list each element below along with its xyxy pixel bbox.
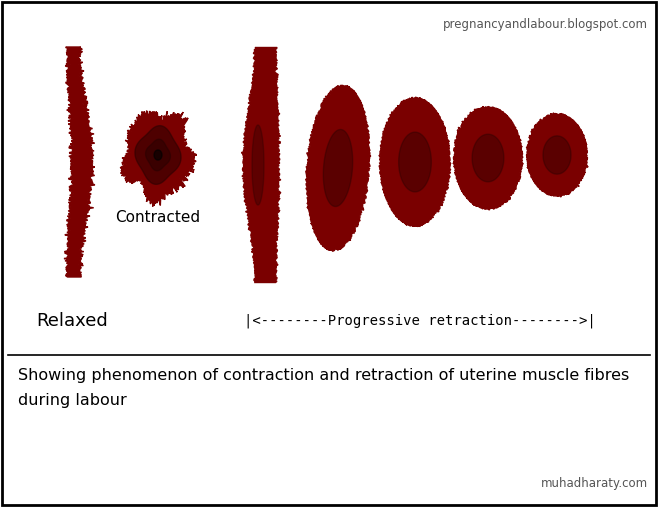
Polygon shape (145, 139, 170, 171)
Polygon shape (135, 126, 181, 185)
Polygon shape (379, 97, 451, 227)
Text: pregnancyandlabour.blogspot.com: pregnancyandlabour.blogspot.com (443, 18, 648, 31)
Polygon shape (472, 134, 504, 182)
Polygon shape (120, 111, 197, 206)
Polygon shape (64, 47, 95, 277)
Polygon shape (252, 125, 264, 205)
Polygon shape (526, 113, 588, 197)
Text: muhadharaty.com: muhadharaty.com (541, 477, 648, 490)
Polygon shape (453, 106, 523, 210)
Text: during labour: during labour (18, 393, 127, 408)
Polygon shape (399, 132, 432, 192)
Polygon shape (154, 150, 162, 160)
Text: Showing phenomenon of contraction and retraction of uterine muscle fibres: Showing phenomenon of contraction and re… (18, 368, 629, 383)
Polygon shape (306, 85, 370, 251)
Text: |<--------Progressive retraction-------->|: |<--------Progressive retraction--------… (244, 314, 596, 329)
Text: Contracted: Contracted (115, 210, 201, 225)
Text: Relaxed: Relaxed (36, 312, 108, 330)
Polygon shape (323, 129, 353, 206)
Polygon shape (241, 48, 281, 282)
Polygon shape (543, 136, 571, 174)
